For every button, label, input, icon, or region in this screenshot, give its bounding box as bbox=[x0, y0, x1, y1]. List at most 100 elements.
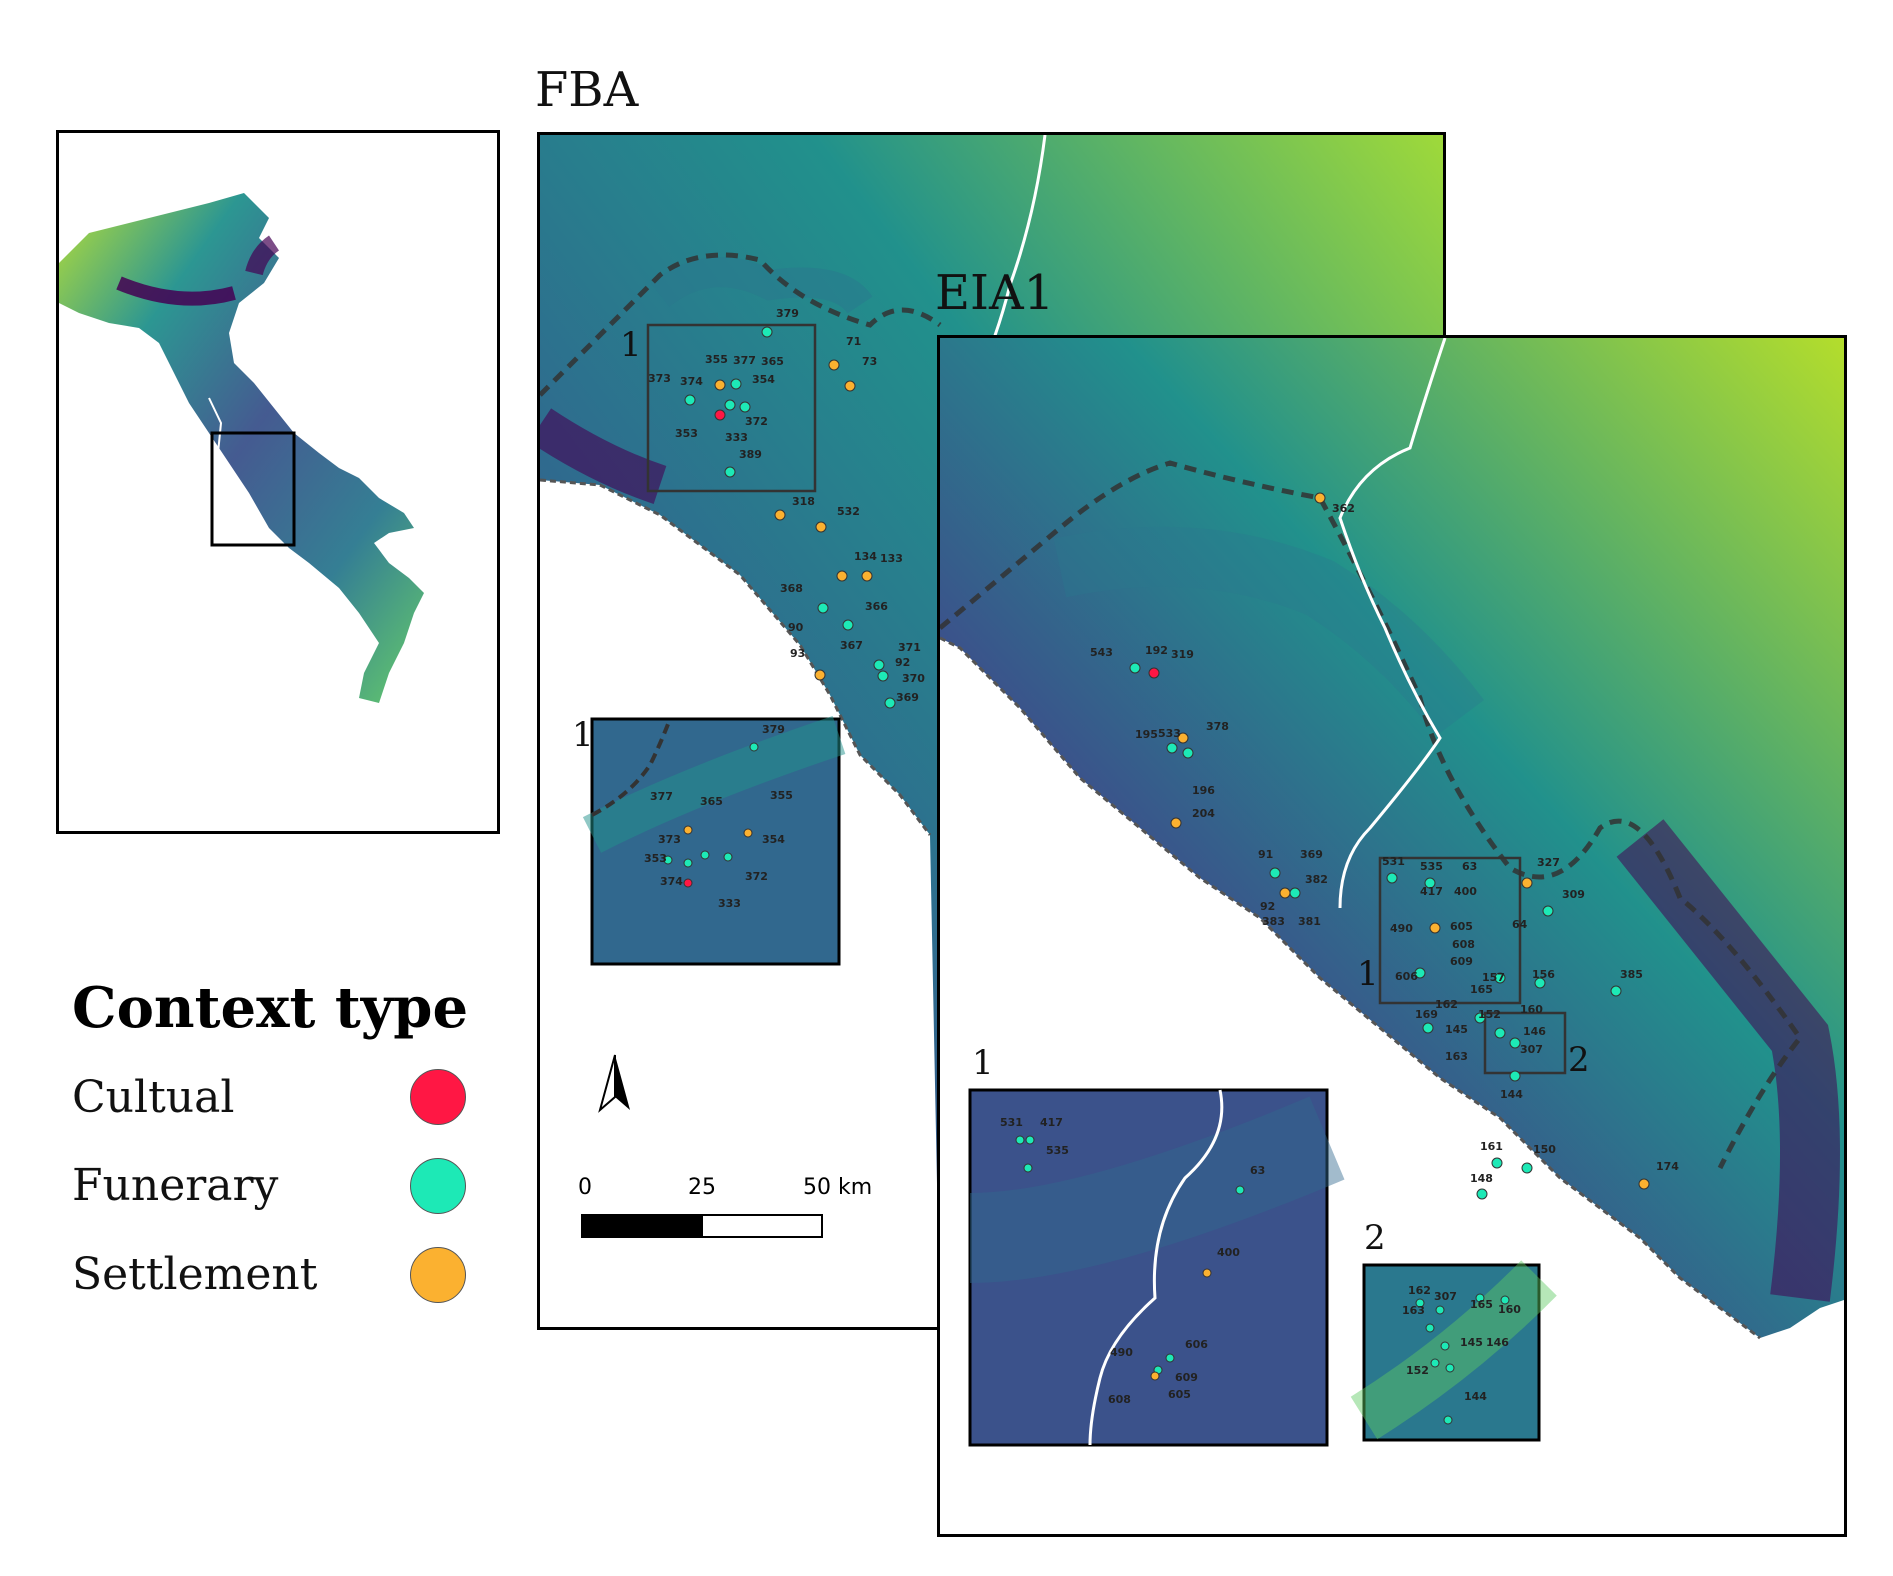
site-label: 192 bbox=[1145, 644, 1168, 657]
site-label: 531 bbox=[1000, 1116, 1023, 1129]
eia1-inset2-label-box: 2 bbox=[1364, 1218, 1386, 1258]
site-label: 91 bbox=[1258, 848, 1273, 861]
site-marker bbox=[761, 326, 773, 338]
site-marker bbox=[1015, 1135, 1025, 1145]
site-label: 144 bbox=[1500, 1088, 1523, 1101]
site-marker bbox=[724, 466, 736, 478]
site-label: 368 bbox=[780, 582, 803, 595]
site-label: 354 bbox=[762, 833, 785, 846]
site-label: 372 bbox=[745, 870, 768, 883]
site-marker bbox=[1476, 1188, 1488, 1200]
fba-title: FBA bbox=[535, 62, 639, 118]
legend-label-funerary: Funerary bbox=[72, 1160, 279, 1211]
site-label: 355 bbox=[770, 789, 793, 802]
site-label: 362 bbox=[1332, 502, 1355, 515]
scale-bar bbox=[581, 1214, 823, 1238]
site-marker bbox=[730, 378, 742, 390]
site-label: 365 bbox=[700, 795, 723, 808]
site-label: 379 bbox=[776, 307, 799, 320]
site-label: 152 bbox=[1406, 1364, 1429, 1377]
site-label: 608 bbox=[1108, 1393, 1131, 1406]
overview-map bbox=[56, 130, 500, 834]
fba-inset-1: 379 377 365 355 373 354 353 372 374 333 bbox=[582, 716, 846, 966]
site-label: 490 bbox=[1110, 1346, 1133, 1359]
site-label: 90 bbox=[788, 621, 804, 634]
site-label: 71 bbox=[846, 335, 861, 348]
site-marker bbox=[1279, 887, 1291, 899]
site-marker bbox=[1182, 747, 1194, 759]
site-label: 174 bbox=[1656, 1160, 1679, 1173]
site-marker bbox=[814, 669, 826, 681]
site-marker bbox=[1424, 877, 1436, 889]
legend-swatch-cultual bbox=[410, 1069, 466, 1125]
site-marker bbox=[739, 401, 751, 413]
site-label: 160 bbox=[1498, 1303, 1521, 1316]
site-label: 93 bbox=[790, 647, 805, 660]
site-marker bbox=[743, 828, 753, 838]
site-label: 146 bbox=[1486, 1336, 1509, 1349]
site-label: 152 bbox=[1478, 1008, 1501, 1021]
eia1-site-markers bbox=[1129, 492, 1650, 1200]
site-marker bbox=[1166, 742, 1178, 754]
site-marker bbox=[1177, 732, 1189, 744]
site-marker bbox=[1474, 1012, 1486, 1024]
site-label: 605 bbox=[1450, 920, 1473, 933]
eia1-site-labels: 362 543 192 319 195 533 378 196 204 91 3… bbox=[1090, 502, 1679, 1185]
site-label: 369 bbox=[896, 691, 919, 704]
site-label: 609 bbox=[1450, 955, 1473, 968]
site-label: 165 bbox=[1470, 1298, 1493, 1311]
site-marker bbox=[1170, 817, 1182, 829]
fba-inset-extent-box bbox=[646, 323, 817, 493]
site-label: 162 bbox=[1435, 998, 1458, 1011]
fba-site-markers bbox=[684, 326, 896, 709]
site-marker bbox=[842, 619, 854, 631]
site-marker bbox=[1129, 662, 1141, 674]
site-label: 377 bbox=[733, 354, 756, 367]
fba-coastline bbox=[540, 478, 932, 836]
site-marker bbox=[683, 825, 693, 835]
site-marker bbox=[1425, 1323, 1435, 1333]
site-label: 372 bbox=[745, 415, 768, 428]
site-label: 64 bbox=[1512, 918, 1528, 931]
site-marker bbox=[1429, 922, 1441, 934]
site-marker bbox=[683, 858, 693, 868]
fba-site-labels: 379 71 73 355 377 365 373 374 354 372 35… bbox=[648, 307, 925, 704]
site-label: 318 bbox=[792, 495, 815, 508]
site-marker bbox=[1440, 1341, 1450, 1351]
site-marker bbox=[774, 509, 786, 521]
site-marker bbox=[1494, 972, 1506, 984]
site-marker bbox=[1521, 1162, 1533, 1174]
eia1-map: 362 543 192 319 195 533 378 196 204 91 3… bbox=[937, 335, 1847, 1537]
site-label: 144 bbox=[1464, 1390, 1487, 1403]
site-marker bbox=[1430, 1358, 1440, 1368]
eia1-river-border bbox=[1338, 338, 1447, 909]
legend-label-settlement: Settlement bbox=[72, 1249, 318, 1300]
site-marker bbox=[877, 670, 889, 682]
site-label: 374 bbox=[680, 375, 703, 388]
site-marker bbox=[714, 379, 726, 391]
site-label: 367 bbox=[840, 639, 863, 652]
site-marker bbox=[700, 850, 710, 860]
site-marker bbox=[1414, 967, 1426, 979]
site-marker bbox=[844, 380, 856, 392]
site-marker bbox=[1509, 1037, 1521, 1049]
site-marker bbox=[836, 570, 848, 582]
site-label: 165 bbox=[1470, 983, 1493, 996]
site-label: 73 bbox=[862, 355, 877, 368]
site-marker bbox=[1269, 867, 1281, 879]
site-marker bbox=[1491, 1157, 1503, 1169]
site-marker bbox=[817, 602, 829, 614]
site-marker bbox=[884, 697, 896, 709]
site-label: 196 bbox=[1192, 784, 1215, 797]
italy-landmass bbox=[59, 193, 424, 703]
eia1-inset2-extent-box bbox=[1483, 1011, 1567, 1075]
site-label: 156 bbox=[1532, 968, 1555, 981]
site-marker bbox=[714, 409, 726, 421]
site-label: 333 bbox=[718, 897, 741, 910]
site-marker bbox=[749, 742, 759, 752]
site-marker bbox=[861, 570, 873, 582]
site-label: 92 bbox=[1260, 900, 1275, 913]
site-label: 204 bbox=[1192, 807, 1215, 820]
site-marker bbox=[1542, 905, 1554, 917]
site-label: 373 bbox=[658, 833, 681, 846]
